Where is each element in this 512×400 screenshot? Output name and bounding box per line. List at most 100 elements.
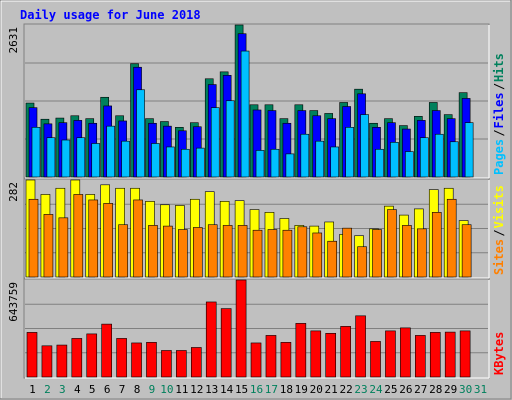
bar-sites [118, 224, 128, 278]
x-tick-label: 10 [160, 383, 173, 396]
bar-kbytes [444, 331, 456, 378]
x-tick-label: 15 [235, 383, 248, 396]
bar-sites [252, 229, 263, 278]
bar-pages [151, 143, 160, 178]
bar-kbytes [161, 350, 172, 378]
bar-pages [420, 137, 429, 178]
side-label-separator: / [492, 83, 506, 90]
bar-sites [402, 225, 412, 278]
y-max-label: 643759 [7, 282, 20, 322]
bar-pages [464, 122, 474, 178]
bar-sites [417, 228, 427, 278]
bar-pages [240, 50, 250, 178]
bar-pages [106, 125, 115, 178]
x-tick-label: 18 [280, 383, 293, 396]
bar-kbytes [385, 330, 396, 378]
x-tick-label: 9 [149, 383, 156, 396]
x-tick-label: 13 [205, 383, 218, 396]
bar-pages [375, 148, 384, 178]
bar-pages [330, 146, 340, 178]
bar-kbytes [205, 301, 217, 378]
bar-pages [434, 133, 444, 178]
bar-kbytes [265, 335, 277, 378]
bar-kbytes [295, 323, 307, 378]
panel-2: 282 Sites /Visits [7, 178, 506, 279]
x-tick-label: 22 [339, 383, 352, 396]
bar-pages [210, 107, 220, 178]
bar-pages [255, 150, 265, 178]
bar-sites [237, 225, 248, 278]
bar-sites [88, 199, 99, 278]
bar-kbytes [101, 323, 112, 378]
bar-kbytes [429, 332, 441, 378]
bar-kbytes [176, 350, 187, 378]
side-label-visits: Visits [492, 185, 506, 228]
x-tick-label: 27 [414, 383, 427, 396]
bar-pages [225, 100, 235, 178]
bar-sites [282, 229, 293, 278]
bar-kbytes [220, 308, 232, 378]
bar-pages [121, 140, 130, 178]
bar-kbytes [56, 344, 68, 378]
bar-pages [300, 133, 310, 178]
x-tick-label: 2 [44, 383, 51, 396]
bar-kbytes [116, 338, 127, 378]
bar-kbytes [400, 327, 411, 378]
x-tick-label: 20 [310, 383, 323, 396]
x-tick-label: 30 [459, 383, 472, 396]
bar-pages [285, 153, 295, 178]
x-tick-label: 8 [134, 383, 141, 396]
side-label-separator: / [492, 229, 506, 236]
x-tick-label: 6 [104, 383, 111, 396]
x-tick-label: 7 [119, 383, 126, 396]
bar-kbytes [355, 315, 366, 378]
x-tick-label: 14 [220, 383, 234, 396]
x-tick-label: 25 [384, 383, 397, 396]
x-tick-label: 17 [265, 383, 278, 396]
x-tick-label: 24 [369, 383, 383, 396]
bar-pages [270, 148, 280, 178]
bar-sites [148, 225, 158, 278]
chart-panels: 2631Pages/Files/Hits282Sites/Visits64375… [7, 23, 506, 379]
bar-sites [103, 203, 113, 278]
bar-sites [222, 225, 233, 278]
bar-kbytes [71, 338, 83, 378]
bar-sites [192, 227, 203, 278]
bar-pages [61, 139, 71, 178]
side-label-separator: / [492, 129, 506, 136]
bar-pages [315, 140, 325, 178]
x-tick-label: 11 [175, 383, 188, 396]
side-label-files: Files [492, 92, 506, 128]
bar-kbytes [310, 330, 322, 378]
bar-sites [446, 198, 457, 278]
bar-sites [431, 212, 442, 278]
bar-sites [73, 194, 84, 278]
bar-kbytes [235, 279, 247, 378]
x-tick-label: 4 [74, 383, 81, 396]
bar-pages [166, 146, 175, 178]
bar-pages [91, 143, 101, 178]
bar-kbytes [459, 330, 471, 378]
x-tick-label: 29 [444, 383, 457, 396]
x-tick-label: 26 [399, 383, 412, 396]
bar-sites [28, 198, 39, 278]
bar-sites [357, 246, 367, 278]
x-tick-label: 19 [295, 383, 308, 396]
bar-sites [312, 232, 323, 278]
x-tick-label: 31 [474, 383, 487, 396]
bar-pages [46, 137, 56, 178]
bar-sites [387, 209, 397, 278]
bar-sites [267, 229, 278, 278]
bar-kbytes [370, 341, 381, 378]
bar-kbytes [415, 335, 426, 378]
side-label-kbytes: KBytes [492, 332, 506, 375]
bar-pages [195, 147, 205, 178]
side-label-sites: Sites [492, 239, 506, 275]
x-tick-label: 3 [59, 383, 66, 396]
side-label-pages: Pages [492, 139, 506, 175]
side-label-hits: Hits [492, 53, 506, 82]
x-tick-label: 28 [429, 383, 442, 396]
y-max-label: 282 [7, 182, 20, 202]
bar-pages [449, 141, 459, 178]
